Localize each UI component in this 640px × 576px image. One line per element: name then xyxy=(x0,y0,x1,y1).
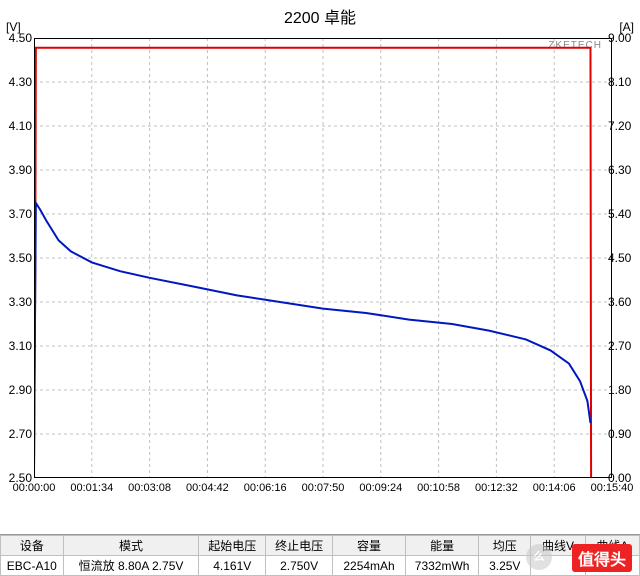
xtick: 00:09:24 xyxy=(359,482,402,494)
table-cell: 3.25V xyxy=(479,556,531,576)
grid-and-curves xyxy=(34,38,612,478)
xtick: 00:06:16 xyxy=(244,482,287,494)
ytick-right: 9.00 xyxy=(608,31,638,45)
ytick-right: 0.90 xyxy=(608,427,638,441)
brand-badge: 值得头 xyxy=(572,544,632,572)
chart-container: 2200 卓能 [V] [A] ZKETECH 2.502.702.903.10… xyxy=(0,0,640,576)
table-cell: 2254mAh xyxy=(333,556,406,576)
xtick: 00:14:06 xyxy=(533,482,576,494)
ytick-left: 2.70 xyxy=(2,427,32,441)
xtick: 00:10:58 xyxy=(417,482,460,494)
table-header: 能量 xyxy=(406,536,479,556)
ytick-right: 5.40 xyxy=(608,207,638,221)
xtick: 00:07:50 xyxy=(302,482,345,494)
table-header: 设备 xyxy=(1,536,64,556)
ytick-left: 4.10 xyxy=(2,119,32,133)
ytick-right: 2.70 xyxy=(608,339,638,353)
table-header: 容量 xyxy=(333,536,406,556)
ytick-right: 8.10 xyxy=(608,75,638,89)
ytick-left: 3.90 xyxy=(2,163,32,177)
watermark-circle: 么 xyxy=(526,544,552,570)
ytick-left: 3.50 xyxy=(2,251,32,265)
ytick-left: 2.90 xyxy=(2,383,32,397)
ytick-left: 3.10 xyxy=(2,339,32,353)
table-header: 起始电压 xyxy=(199,536,266,556)
ytick-right: 3.60 xyxy=(608,295,638,309)
table-header: 终止电压 xyxy=(266,536,333,556)
table-cell: EBC-A10 xyxy=(1,556,64,576)
table-cell: 7332mWh xyxy=(406,556,479,576)
ytick-right: 1.80 xyxy=(608,383,638,397)
xtick: 00:12:32 xyxy=(475,482,518,494)
table-header: 模式 xyxy=(63,536,199,556)
xtick: 00:03:08 xyxy=(128,482,171,494)
plot-area xyxy=(34,38,612,478)
table-cell: 2.750V xyxy=(266,556,333,576)
chart-title: 2200 卓能 xyxy=(0,4,640,28)
ytick-left: 4.50 xyxy=(2,31,32,45)
ytick-left: 3.30 xyxy=(2,295,32,309)
table-cell: 恒流放 8.80A 2.75V xyxy=(63,556,199,576)
xtick: 00:04:42 xyxy=(186,482,229,494)
xtick: 00:01:34 xyxy=(70,482,113,494)
ytick-right: 6.30 xyxy=(608,163,638,177)
ytick-right: 4.50 xyxy=(608,251,638,265)
table-header: 均压 xyxy=(479,536,531,556)
ytick-left: 4.30 xyxy=(2,75,32,89)
table-cell: 4.161V xyxy=(199,556,266,576)
ytick-left: 3.70 xyxy=(2,207,32,221)
xtick: 00:15:40 xyxy=(591,482,634,494)
xtick: 00:00:00 xyxy=(13,482,56,494)
ytick-right: 7.20 xyxy=(608,119,638,133)
